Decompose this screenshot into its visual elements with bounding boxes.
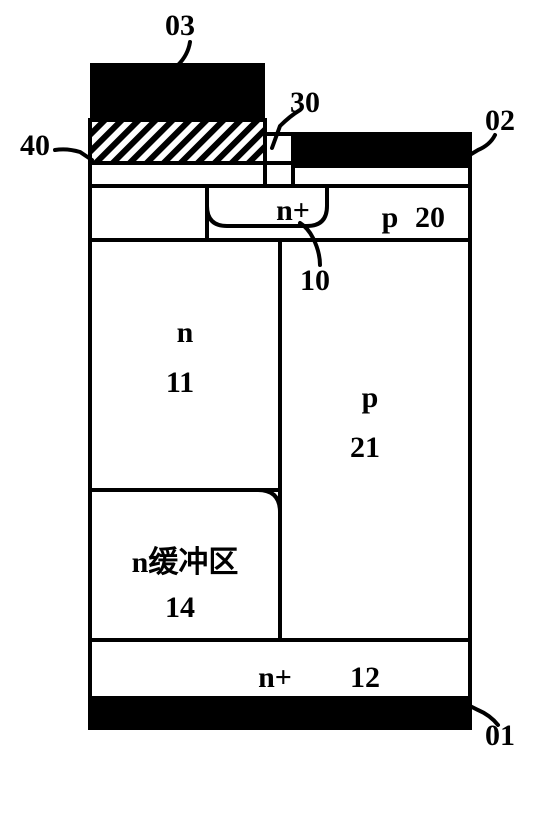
label-p_top: p bbox=[382, 201, 399, 234]
region-gate-oxide bbox=[90, 120, 265, 163]
label-p_id: 21 bbox=[350, 431, 380, 464]
callout-c10: 10 bbox=[300, 264, 330, 297]
label-n: n bbox=[177, 316, 194, 349]
region-top-strip-left bbox=[90, 163, 265, 186]
region-gap bbox=[265, 134, 293, 186]
label-p: p bbox=[362, 381, 379, 414]
label-n_buf: n缓冲区 bbox=[132, 546, 239, 579]
label-drain_id: 12 bbox=[350, 661, 380, 694]
label-drain_n: n+ bbox=[258, 661, 292, 694]
callout-c40: 40 bbox=[20, 129, 50, 162]
callout-c01: 01 bbox=[485, 719, 515, 752]
label-p_top_id: 20 bbox=[415, 201, 445, 234]
label-n_plus: n+ bbox=[276, 194, 310, 227]
callout-c30: 30 bbox=[290, 86, 320, 119]
callout-line-c02 bbox=[468, 135, 495, 156]
callout-c03: 03 bbox=[165, 9, 195, 42]
label-n_buf_id: 14 bbox=[165, 591, 195, 624]
label-n_id: 11 bbox=[166, 366, 194, 399]
callout-line-c40 bbox=[55, 149, 92, 160]
callout-c02: 02 bbox=[485, 104, 515, 137]
drain-electrode bbox=[90, 698, 470, 728]
